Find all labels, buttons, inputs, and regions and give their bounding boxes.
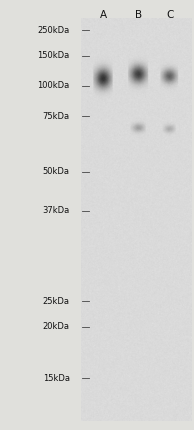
Text: 15kDa: 15kDa xyxy=(43,374,70,383)
Text: 100kDa: 100kDa xyxy=(38,82,70,90)
Text: 150kDa: 150kDa xyxy=(38,52,70,60)
Text: 250kDa: 250kDa xyxy=(38,26,70,34)
Text: 25kDa: 25kDa xyxy=(43,297,70,305)
Text: 37kDa: 37kDa xyxy=(43,206,70,215)
Text: 75kDa: 75kDa xyxy=(43,112,70,120)
Text: B: B xyxy=(135,10,142,20)
Text: 20kDa: 20kDa xyxy=(43,322,70,331)
Text: C: C xyxy=(166,10,173,20)
Bar xyxy=(81,19,192,421)
Text: A: A xyxy=(100,10,107,20)
Text: 50kDa: 50kDa xyxy=(43,168,70,176)
